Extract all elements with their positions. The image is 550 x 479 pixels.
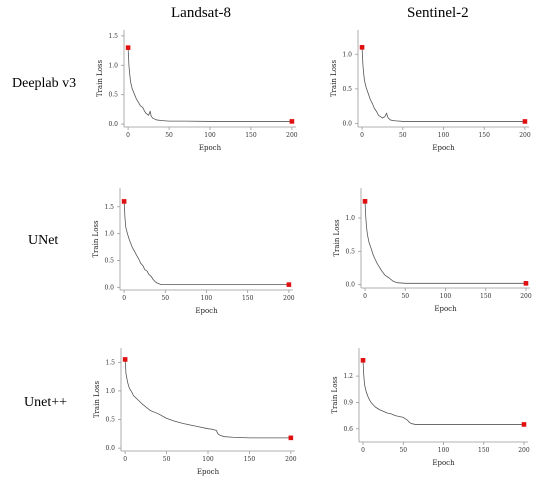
- chart-panel-1: 0 50 100 150 200 0.0 0.5 1.0 Epoch Train Loss: [330, 30, 531, 152]
- x-tick-label: 0: [363, 293, 367, 300]
- x-tick-label: 200: [285, 456, 297, 463]
- endpoint-marker: [360, 357, 366, 363]
- y-tick-label: 1.5: [105, 359, 115, 366]
- x-tick-label: 150: [245, 132, 257, 139]
- y-tick-label: 1.0: [108, 62, 118, 69]
- endpoint-marker: [289, 119, 295, 124]
- x-tick-label: 0: [361, 447, 365, 454]
- x-axis-label: Epoch: [197, 468, 220, 476]
- x-tick-label: 0: [123, 456, 127, 463]
- chart-panel-2: 0 50 100 150 200 0.0 0.5 1.0 1.5 Epoch Train Loss: [92, 188, 295, 315]
- x-tick-label: 150: [480, 293, 492, 300]
- x-tick-label: 150: [244, 456, 256, 463]
- x-tick-label: 50: [161, 295, 169, 302]
- y-tick-label: 0.0: [105, 445, 115, 452]
- endpoint-marker: [522, 119, 528, 124]
- loss-curve: [127, 47, 292, 122]
- row-title-unet: UNet: [28, 233, 59, 248]
- x-tick-label: 50: [399, 132, 407, 139]
- x-tick-label: 200: [519, 132, 531, 139]
- y-axis-label: Train Loss: [333, 219, 341, 257]
- x-tick-label: 100: [440, 293, 452, 300]
- y-axis-label: Train Loss: [92, 220, 100, 258]
- y-axis-label: Train Loss: [96, 59, 104, 97]
- x-tick-label: 0: [360, 132, 364, 139]
- y-tick-label: 1.5: [108, 33, 118, 40]
- x-tick-label: 100: [201, 295, 213, 302]
- x-axis-label: Epoch: [434, 305, 457, 313]
- y-tick-label: 0.5: [345, 248, 355, 255]
- y-tick-label: 0.9: [343, 399, 353, 406]
- x-tick-label: 0: [122, 295, 126, 302]
- x-tick-label: 50: [399, 447, 407, 454]
- y-tick-label: 0.0: [104, 284, 114, 291]
- y-tick-label: 1.0: [104, 231, 114, 238]
- x-tick-label: 100: [438, 132, 450, 139]
- y-tick-label: 1.5: [104, 204, 114, 211]
- x-tick-label: 150: [478, 447, 490, 454]
- endpoint-marker: [523, 281, 529, 286]
- endpoint-marker: [121, 199, 127, 204]
- x-tick-label: 100: [438, 447, 450, 454]
- endpoint-marker: [286, 282, 292, 287]
- y-tick-label: 1.0: [345, 215, 355, 222]
- column-title-landsat: Landsat-8: [171, 5, 231, 21]
- y-tick-label: 0.5: [104, 257, 114, 264]
- endpoint-marker: [521, 422, 527, 427]
- x-tick-label: 150: [478, 132, 490, 139]
- y-tick-label: 0.5: [342, 86, 352, 93]
- x-axis-label: Epoch: [195, 307, 218, 315]
- x-tick-label: 50: [401, 293, 409, 300]
- y-tick-label: 0.5: [105, 417, 115, 424]
- y-tick-label: 1.0: [342, 51, 352, 58]
- endpoint-marker: [122, 357, 128, 362]
- x-tick-label: 200: [286, 132, 298, 139]
- x-tick-label: 100: [204, 132, 216, 139]
- y-tick-label: 0.0: [108, 121, 118, 128]
- y-axis-label: Train Loss: [331, 376, 339, 414]
- x-tick-label: 200: [518, 447, 530, 454]
- loss-curve: [123, 201, 289, 286]
- x-tick-label: 50: [163, 456, 171, 463]
- x-tick-label: 200: [283, 295, 295, 302]
- y-tick-label: 0.6: [343, 426, 353, 433]
- chart-panel-0: 0 50 100 150 200 0.0 0.5 1.0 1.5 Epoch Train Loss: [96, 30, 298, 152]
- y-axis-label: Train Loss: [330, 59, 338, 97]
- y-axis-label: Train Loss: [93, 380, 101, 418]
- x-tick-label: 200: [520, 293, 532, 300]
- chart-panel-4: 0 50 100 150 200 0.0 0.5 1.0 1.5 Epoch Train Loss: [93, 348, 297, 476]
- loss-curve: [361, 47, 525, 122]
- row-title-deeplab: Deeplab v3: [12, 76, 77, 91]
- x-tick-label: 100: [202, 456, 214, 463]
- loss-curve: [364, 201, 526, 284]
- x-axis-label: Epoch: [432, 459, 455, 467]
- y-tick-label: 1.0: [105, 388, 115, 395]
- endpoint-marker: [359, 45, 365, 50]
- y-tick-label: 1.2: [343, 373, 353, 380]
- x-tick-label: 50: [165, 132, 173, 139]
- x-tick-label: 150: [242, 295, 254, 302]
- endpoint-marker: [362, 199, 368, 204]
- loss-curve: [362, 360, 524, 425]
- column-title-sentinel: Sentinel-2: [407, 5, 469, 21]
- x-axis-label: Epoch: [432, 144, 455, 152]
- y-tick-label: 0.0: [342, 121, 352, 128]
- x-axis-label: Epoch: [199, 144, 222, 152]
- y-tick-label: 0.5: [108, 92, 118, 99]
- chart-panel-3: 0 50 100 150 200 0.0 0.5 1.0 Epoch Train Loss: [333, 188, 532, 313]
- loss-curve: [124, 359, 291, 439]
- row-title-unetpp: Unet++: [24, 395, 68, 410]
- chart-panel-5: 0 50 100 150 200 0.6 0.9 1.2 Epoch Train Loss: [331, 348, 530, 467]
- y-tick-label: 0.0: [345, 282, 355, 289]
- endpoint-marker: [288, 435, 294, 441]
- endpoint-marker: [125, 45, 131, 50]
- x-tick-label: 0: [126, 132, 130, 139]
